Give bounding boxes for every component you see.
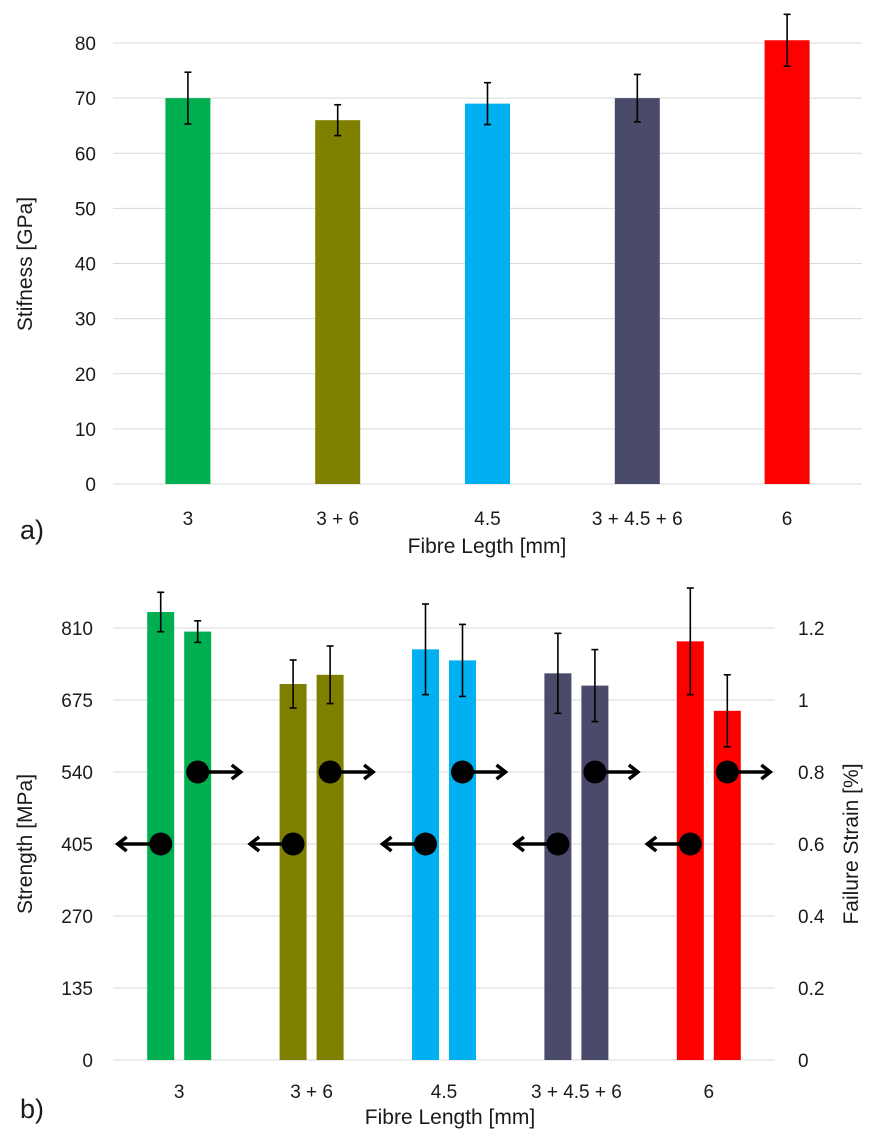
- right-y-tick-label: 0.6: [798, 835, 824, 856]
- arrow-right-icon: [495, 763, 509, 781]
- arrow-left-icon: [114, 835, 128, 853]
- right-y-tick-label: 0: [798, 1051, 809, 1072]
- right-y-tick-label: 1.2: [798, 619, 824, 640]
- y-tick-label: 20: [75, 365, 96, 386]
- right-y-tick-label: 0.8: [798, 763, 824, 784]
- left-y-tick-label: 540: [61, 763, 93, 784]
- arrow-left-icon: [379, 835, 393, 853]
- arrow-left-icon: [247, 835, 261, 853]
- arrow-right-icon: [760, 763, 774, 781]
- y-tick-label: 40: [75, 255, 96, 276]
- y-axis-title: Stifness [GPa]: [14, 197, 37, 331]
- x-tick-label: 6: [782, 509, 793, 530]
- arrow-right-icon: [230, 763, 244, 781]
- x-tick-label: 4.5: [431, 1082, 457, 1103]
- strength-bar: [544, 673, 572, 1060]
- bar: [165, 98, 211, 484]
- y-tick-label: 60: [75, 144, 96, 165]
- marker-dot: [149, 832, 173, 856]
- left-y-axis-title: Strength [MPa]: [14, 774, 37, 914]
- right-y-tick-label: 0.4: [798, 907, 825, 928]
- marker-dot: [186, 760, 210, 784]
- x-tick-label: 3 + 4.5 + 6: [531, 1082, 622, 1103]
- bar: [614, 98, 660, 484]
- bar: [465, 103, 510, 484]
- x-tick-label: 3: [174, 1082, 185, 1103]
- x-tick-label: 3 + 6: [290, 1082, 333, 1103]
- y-tick-label: 70: [75, 89, 96, 110]
- marker-dot: [281, 832, 305, 856]
- marker-dot: [678, 832, 702, 856]
- strength-bar: [279, 684, 307, 1060]
- failure-strain-bar: [581, 685, 609, 1060]
- right-y-axis-title: Failure Strain [%]: [840, 763, 863, 924]
- marker-dot: [414, 832, 437, 856]
- x-tick-label: 3: [183, 509, 194, 530]
- right-y-tick-label: 1: [798, 691, 809, 712]
- x-tick-label: 3 + 4.5 + 6: [592, 509, 683, 530]
- panel-label: a): [20, 515, 44, 545]
- panel-label: b): [20, 1094, 44, 1124]
- arrow-left-icon: [644, 835, 658, 853]
- failure-strain-bar: [184, 631, 212, 1060]
- arrow-right-icon: [363, 763, 376, 781]
- y-tick-label: 0: [85, 475, 96, 496]
- x-axis-title: Fibre Legth [mm]: [408, 535, 567, 558]
- right-y-tick-label: 0.2: [798, 979, 824, 1000]
- marker-dot: [451, 760, 474, 784]
- x-axis-title: Fibre Length [mm]: [365, 1106, 535, 1129]
- bar: [764, 40, 810, 485]
- bar: [315, 120, 361, 485]
- strength-strain-chart: 0 135 270 405 540 675 810 0 0.2 0.4 0.6 0.8 1 1.2 3 3 +…: [14, 587, 863, 1129]
- marker-dot: [318, 760, 342, 784]
- y-tick-label: 10: [75, 420, 96, 441]
- y-tick-label: 30: [75, 310, 96, 331]
- x-tick-label: 6: [704, 1082, 715, 1103]
- marker-dot: [583, 760, 607, 784]
- x-tick-label: 3 + 6: [316, 509, 359, 530]
- stiffness-chart: 0 10 20 30 40 50 60 70 80 3 3 + 6 4.5 3 + 4.5 + 6 6 Fi…: [14, 13, 862, 558]
- marker-dot: [546, 832, 570, 856]
- arrow-right-icon: [627, 763, 641, 781]
- left-y-tick-label: 0: [82, 1051, 93, 1072]
- left-y-tick-label: 405: [61, 835, 93, 856]
- failure-strain-bar: [316, 674, 344, 1060]
- failure-strain-bar: [449, 660, 476, 1060]
- marker-dot: [715, 760, 739, 784]
- left-y-tick-label: 675: [61, 691, 93, 712]
- arrow-left-icon: [512, 835, 525, 853]
- y-tick-label: 50: [75, 199, 96, 220]
- x-tick-label: 4.5: [474, 509, 500, 530]
- left-y-tick-label: 270: [61, 907, 93, 928]
- left-y-tick-label: 135: [61, 979, 93, 1000]
- y-tick-label: 80: [75, 34, 96, 55]
- left-y-tick-label: 810: [61, 619, 93, 640]
